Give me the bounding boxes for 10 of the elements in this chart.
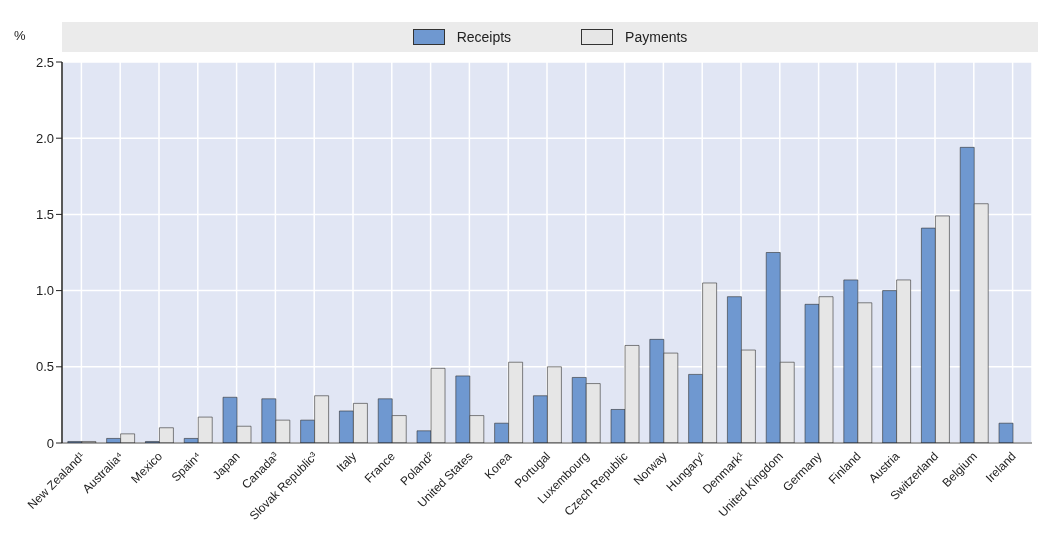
y-tick-label: 1.5 <box>35 207 54 223</box>
y-tick-label: 2.5 <box>35 54 54 70</box>
legend-label: Payments <box>625 29 688 45</box>
x-tick-label: Italy <box>333 449 360 475</box>
legend-label: Receipts <box>456 29 512 45</box>
y-tick-label: 0.5 <box>35 359 54 375</box>
y-tick-label: 0 <box>46 435 54 451</box>
y-tick-label: 1.0 <box>35 283 54 299</box>
y-axis-title: % <box>14 28 26 43</box>
y-tick-label: 2.0 <box>35 130 54 146</box>
